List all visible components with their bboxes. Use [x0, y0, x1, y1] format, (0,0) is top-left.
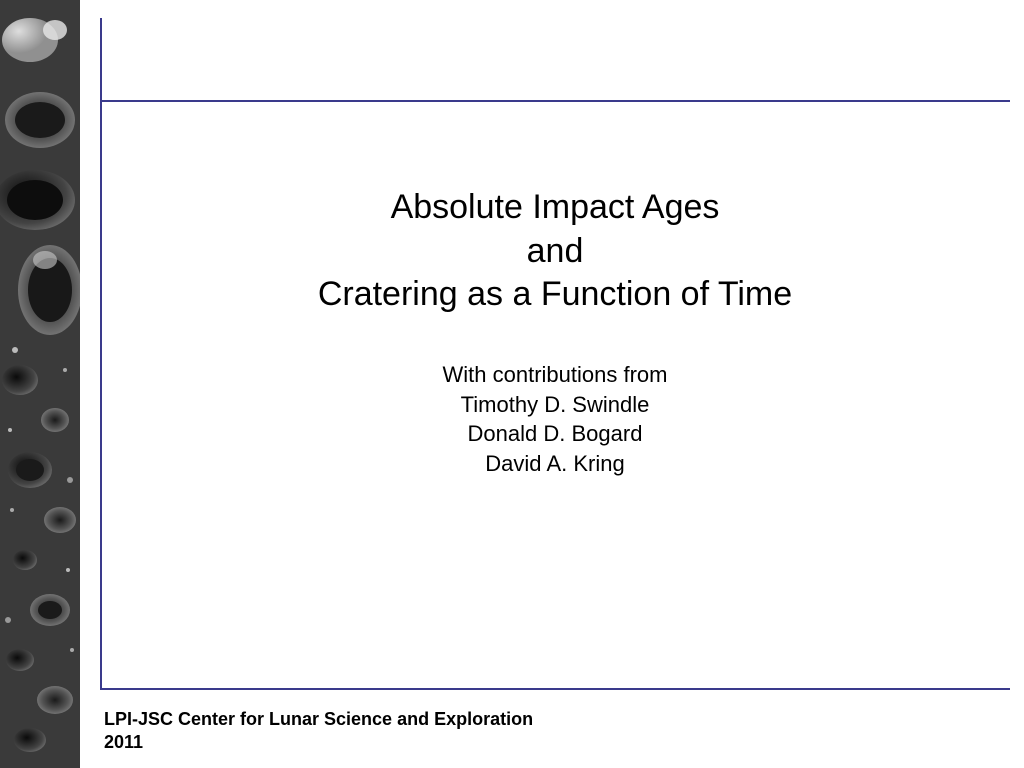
- footer-year: 2011: [104, 731, 533, 754]
- contributors-heading: With contributions from: [100, 360, 1010, 390]
- contributor-name: Timothy D. Swindle: [100, 390, 1010, 420]
- lunar-surface-image: [0, 0, 80, 768]
- title-line-2: and: [100, 230, 1010, 274]
- title-line-1: Absolute Impact Ages: [100, 186, 1010, 230]
- footer: LPI-JSC Center for Lunar Science and Exp…: [104, 708, 533, 755]
- horizontal-divider-bottom: [100, 688, 1010, 690]
- title-line-3: Cratering as a Function of Time: [100, 273, 1010, 317]
- contributors-block: With contributions from Timothy D. Swind…: [100, 360, 1010, 479]
- slide-title: Absolute Impact Ages and Cratering as a …: [100, 186, 1010, 317]
- horizontal-divider-top: [100, 100, 1010, 102]
- contributor-name: David A. Kring: [100, 449, 1010, 479]
- footer-org: LPI-JSC Center for Lunar Science and Exp…: [104, 708, 533, 731]
- vertical-divider: [100, 18, 102, 688]
- contributor-name: Donald D. Bogard: [100, 419, 1010, 449]
